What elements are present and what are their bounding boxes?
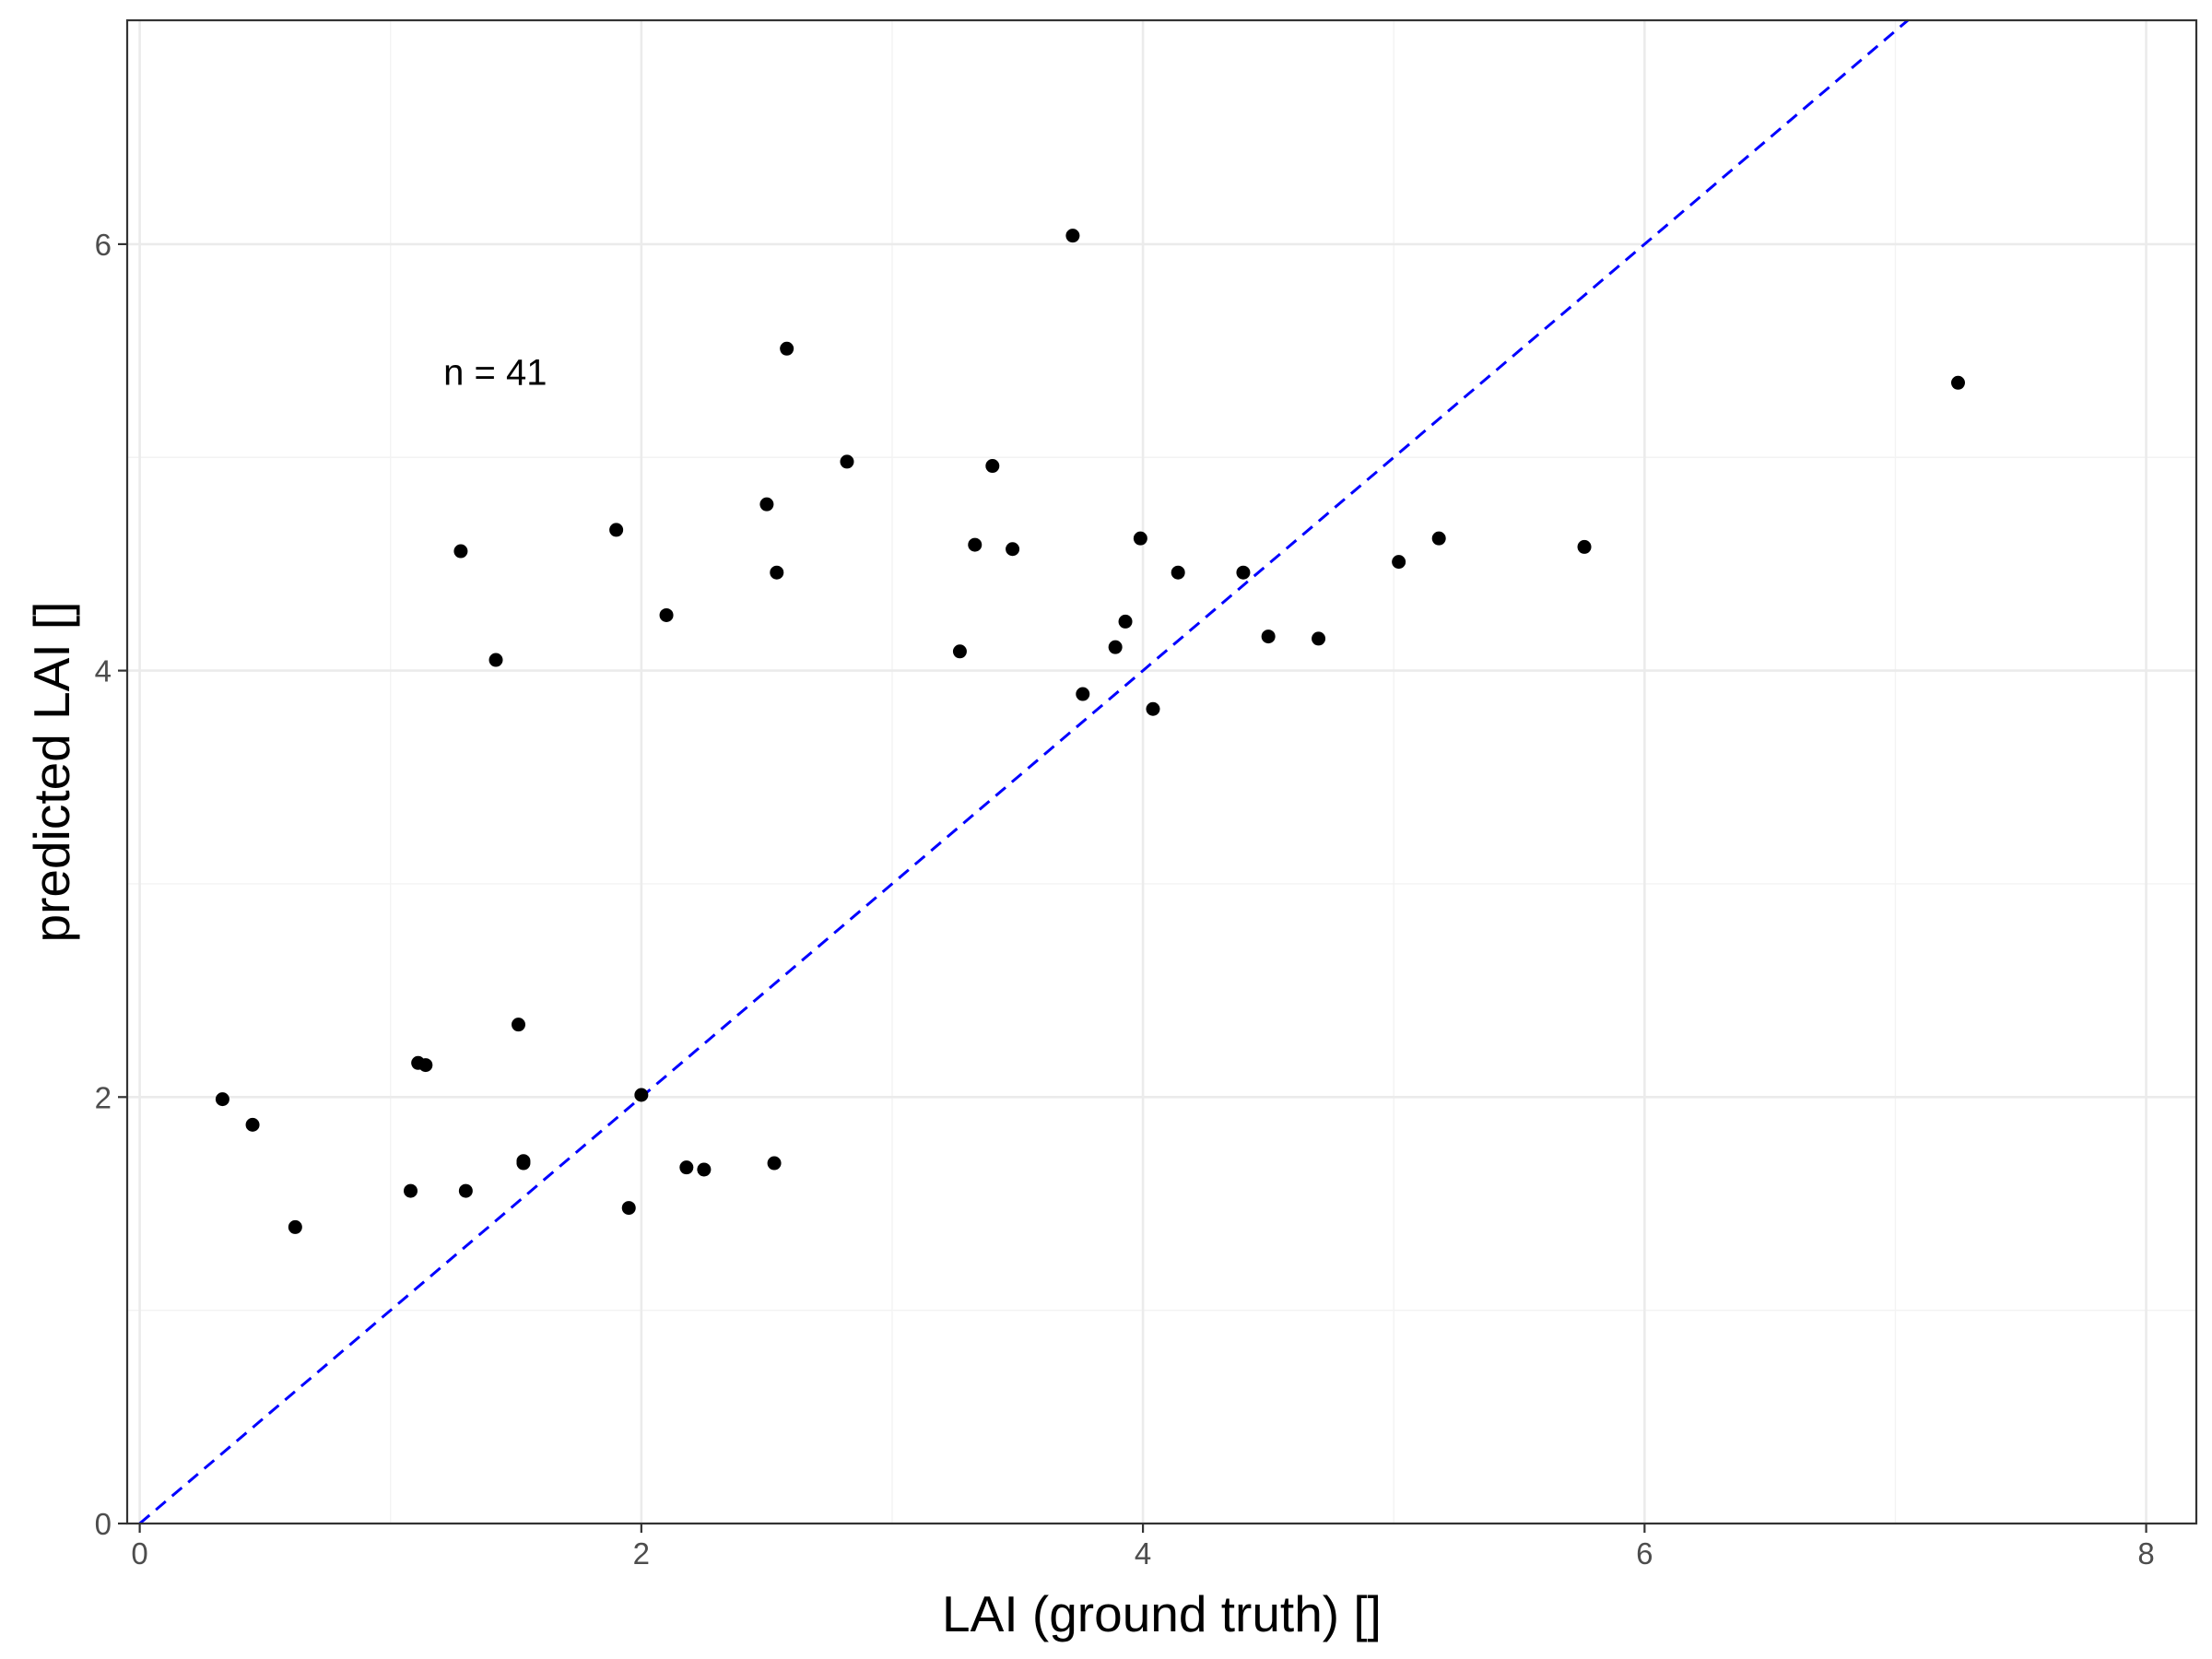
data-point	[621, 1201, 636, 1216]
data-point	[952, 644, 967, 659]
data-point	[488, 653, 503, 667]
data-point	[1950, 375, 1965, 390]
data-point	[679, 1160, 694, 1175]
data-point	[770, 565, 784, 580]
data-point	[968, 537, 982, 552]
data-point	[840, 454, 854, 469]
data-point	[1118, 614, 1133, 629]
data-point	[1065, 229, 1080, 243]
data-point	[1236, 565, 1251, 580]
data-point	[418, 1058, 433, 1073]
data-points	[215, 229, 1965, 1234]
sample-size-annotation: n = 41	[443, 353, 547, 394]
identity-line-layer	[138, 18, 1910, 1525]
data-point	[516, 1154, 531, 1169]
data-point	[245, 1117, 260, 1132]
data-point	[985, 459, 1000, 474]
data-point	[1431, 531, 1446, 546]
data-point	[1133, 531, 1147, 546]
x-tick-label: 2	[633, 1536, 650, 1571]
data-point	[215, 1092, 229, 1107]
data-point	[1146, 701, 1160, 716]
data-point	[1577, 539, 1592, 554]
y-tick-label: 2	[95, 1080, 112, 1114]
axis-ticks: 0 2 4 6 8 0 2 4 6	[95, 228, 2155, 1571]
y-tick-label: 4	[95, 654, 112, 688]
data-point	[1171, 565, 1185, 580]
data-point	[634, 1088, 649, 1102]
data-point	[1108, 640, 1123, 654]
data-point	[403, 1183, 418, 1198]
data-point	[453, 544, 468, 559]
x-tick-label: 6	[1636, 1536, 1653, 1571]
data-point	[458, 1183, 473, 1198]
data-point	[609, 523, 624, 537]
grid-lines	[127, 20, 2196, 1525]
data-point	[1076, 687, 1090, 701]
data-point	[1261, 629, 1276, 644]
x-tick-label: 0	[131, 1536, 147, 1571]
x-axis-title: LAI (ground truth) []	[942, 1585, 1382, 1642]
data-point	[659, 607, 674, 622]
x-tick-label: 8	[2137, 1536, 2154, 1571]
x-tick-label: 4	[1135, 1536, 1151, 1571]
data-point	[1392, 555, 1406, 570]
data-point	[288, 1219, 302, 1234]
data-point	[759, 497, 774, 512]
panel-border	[125, 18, 2198, 1525]
data-point	[767, 1156, 782, 1171]
data-point	[1006, 542, 1020, 557]
data-point	[697, 1162, 712, 1177]
data-point	[512, 1018, 526, 1032]
data-point	[780, 341, 794, 356]
y-tick-label: 0	[95, 1507, 112, 1541]
y-tick-label: 6	[95, 228, 112, 262]
data-point	[1312, 631, 1326, 646]
identity-line	[138, 18, 1910, 1525]
y-axis-title: predicted LAI []	[23, 602, 80, 943]
